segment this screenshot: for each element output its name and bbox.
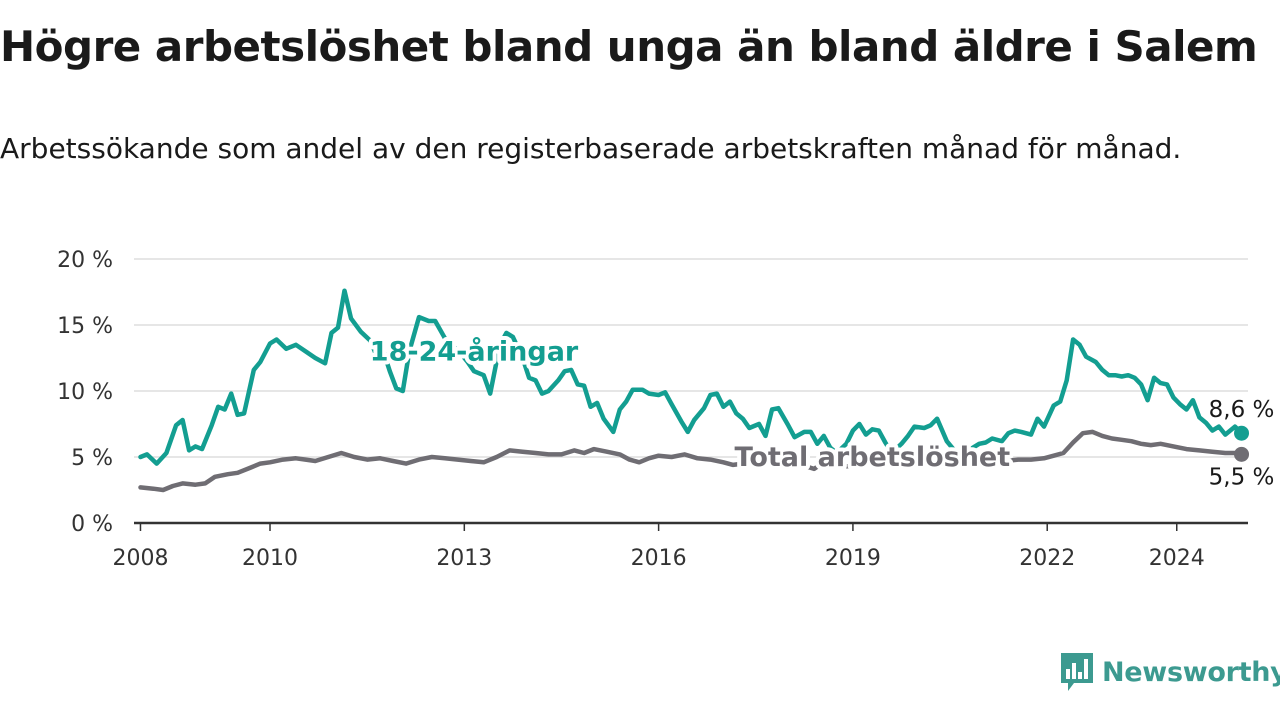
x-tick-label: 2024 <box>1149 546 1205 571</box>
x-tick-label: 2022 <box>1019 546 1075 571</box>
newsworthy-brand: Newsworthy <box>1060 652 1280 692</box>
y-tick-label: 5 % <box>71 446 113 471</box>
y-tick-label: 20 % <box>57 248 113 273</box>
total-end-label: 5,5 % <box>1209 464 1275 490</box>
y-tick-label: 0 % <box>71 512 113 537</box>
bar-chart-speech-bubble-icon <box>1061 653 1093 691</box>
total-series-line <box>138 429 1244 493</box>
grid-lines <box>134 258 1248 531</box>
brand-name: Newsworthy <box>1102 656 1280 688</box>
youth-series-line <box>138 288 1244 466</box>
y-tick-label: 15 % <box>57 314 113 339</box>
x-axis-labels: 2008 2010 2013 2016 2019 2022 2024 <box>112 546 1204 571</box>
x-tick-label: 2010 <box>242 546 298 571</box>
total-end-point <box>1234 446 1250 462</box>
x-tick-label: 2013 <box>436 546 492 571</box>
youth-series-label: 18-24-åringar <box>370 336 579 368</box>
series-lines <box>138 288 1250 493</box>
page-title: Högre arbetslöshet bland unga än bland ä… <box>0 22 1258 71</box>
x-tick-label: 2016 <box>631 546 687 571</box>
x-tick-label: 2008 <box>112 546 168 571</box>
chart-annotations: 8,6 % 5,5 % 18-24-åringar Total arbetslöshe… <box>366 332 1277 493</box>
total-series-label: Total arbetslöshet <box>735 442 1011 473</box>
chart-subtitle: Arbetssökande som andel av den registerb… <box>0 132 1182 165</box>
youth-end-label: 8,6 % <box>1209 397 1275 423</box>
y-axis-labels: 0 % 5 % 10 % 15 % 20 % <box>57 248 113 537</box>
youth-end-point <box>1234 425 1250 441</box>
x-tick-label: 2019 <box>825 546 881 571</box>
y-tick-label: 10 % <box>57 380 113 405</box>
